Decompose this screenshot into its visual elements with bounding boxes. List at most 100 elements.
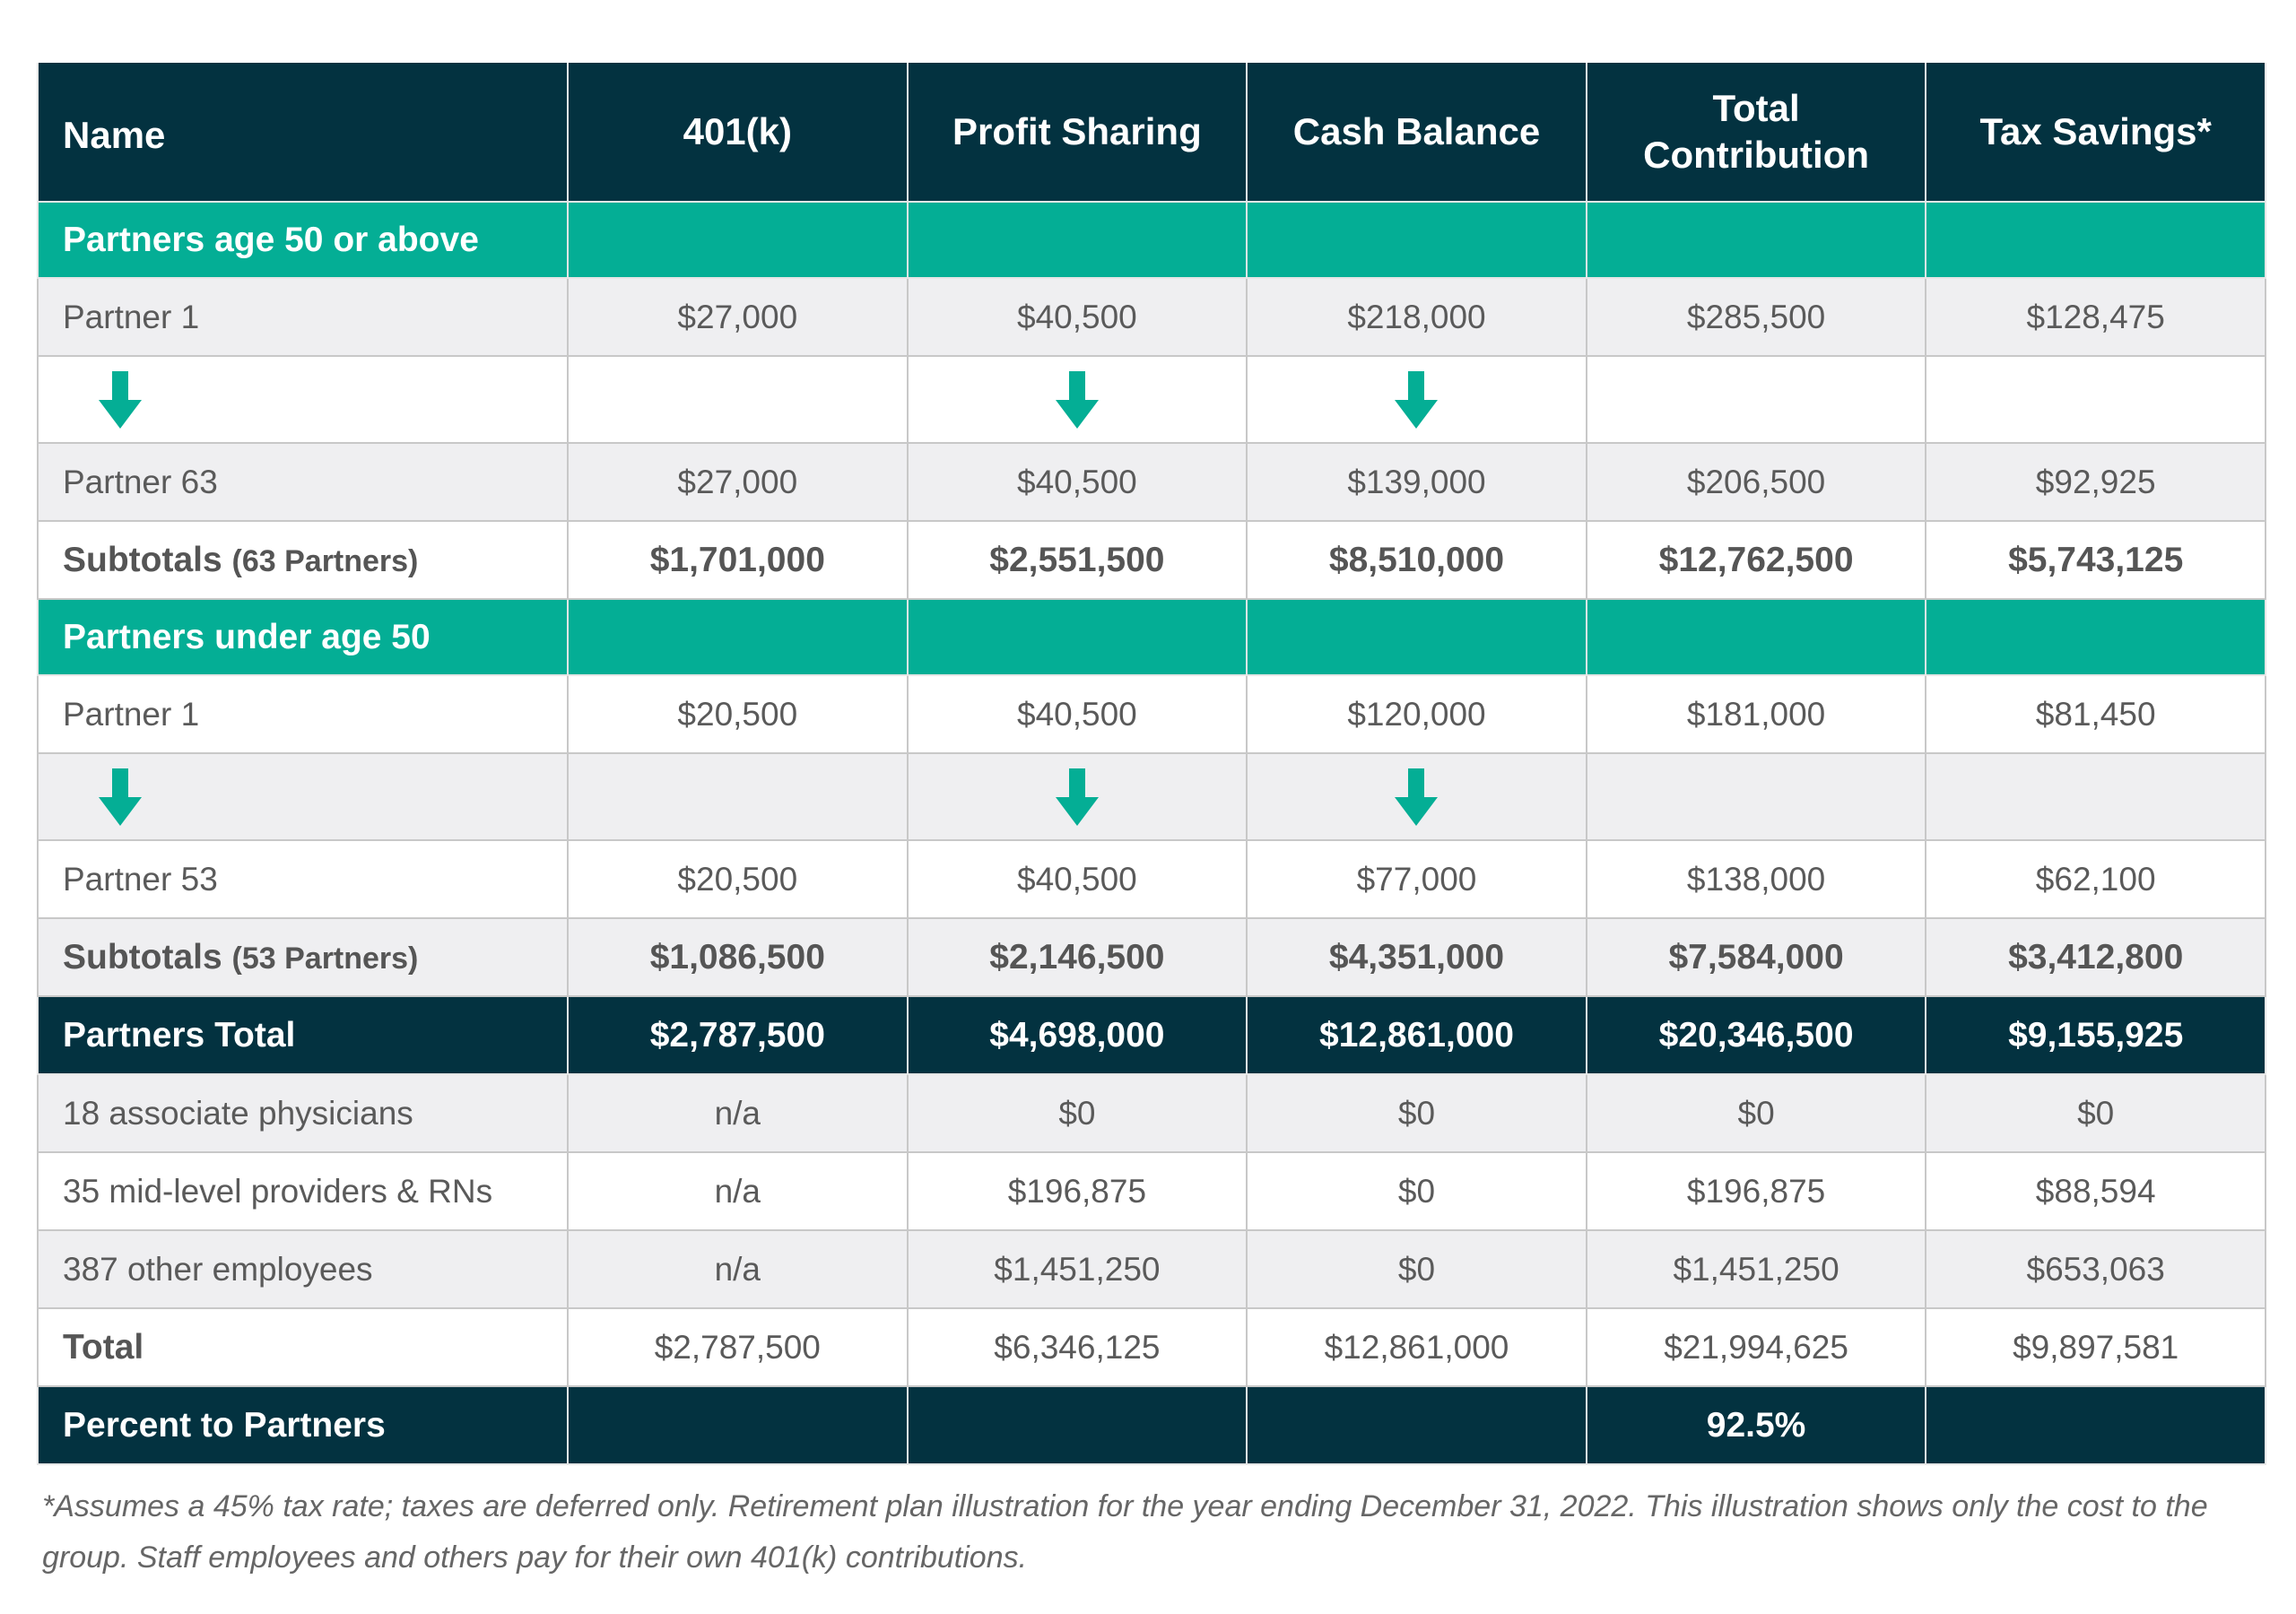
section-cell: [1925, 598, 2266, 676]
subtotal-text: Subtotals: [63, 540, 222, 579]
cell-401k: $20,500: [567, 839, 909, 919]
section-cell: [567, 201, 909, 279]
cell-profit-sharing: $196,875: [906, 1151, 1248, 1231]
table-row: 18 associate physicians n/a $0 $0 $0 $0: [37, 1073, 2266, 1153]
cell-tax-savings: $88,594: [1925, 1151, 2266, 1231]
empty-cell: [567, 1385, 909, 1465]
row-name: Partners Total: [37, 995, 569, 1075]
arrow-cell: [567, 355, 909, 444]
cell-tax-savings: $62,100: [1925, 839, 2266, 919]
arrow-down-icon: [99, 768, 142, 826]
arrow-down-icon: [1055, 768, 1099, 826]
section-title: Partners age 50 or above: [37, 201, 569, 279]
cell-total: $285,500: [1585, 277, 1927, 357]
cell-tax-savings: $0: [1925, 1073, 2266, 1153]
table-row: 387 other employees n/a $1,451,250 $0 $1…: [37, 1229, 2266, 1309]
cell-total: $12,762,500: [1585, 520, 1927, 600]
arrow-row: [37, 752, 2266, 841]
header-cash-balance: Cash Balance: [1246, 63, 1587, 203]
cell-401k: $2,787,500: [567, 1307, 909, 1387]
cell-profit-sharing: $2,146,500: [906, 917, 1248, 997]
cell-total: $7,584,000: [1585, 917, 1927, 997]
table-row: Partner 1 $27,000 $40,500 $218,000 $285,…: [37, 277, 2266, 357]
cell-401k: n/a: [567, 1073, 909, 1153]
header-profit-sharing: Profit Sharing: [906, 63, 1248, 203]
arrow-cell: [1246, 355, 1587, 444]
retirement-plan-table: Name 401(k) Profit Sharing Cash Balance …: [37, 63, 2266, 1465]
section-cell: [1585, 598, 1927, 676]
row-name: Total: [37, 1307, 569, 1387]
header-401k: 401(k): [567, 63, 909, 203]
header-total-line1: Total: [1712, 87, 1800, 129]
cell-total: $181,000: [1585, 674, 1927, 754]
cell-total: $20,346,500: [1585, 995, 1927, 1075]
arrow-cell: [1925, 752, 2266, 841]
arrow-cell: [37, 355, 569, 444]
cell-tax-savings: $128,475: [1925, 277, 2266, 357]
arrow-cell: [1585, 355, 1927, 444]
header-total-contribution: Total Contribution: [1585, 63, 1927, 203]
cell-total: $206,500: [1585, 442, 1927, 522]
cell-total: $138,000: [1585, 839, 1927, 919]
cell-401k: $27,000: [567, 442, 909, 522]
row-name: Partner 1: [37, 674, 569, 754]
arrow-cell: [906, 752, 1248, 841]
arrow-cell: [1246, 752, 1587, 841]
subtotal-row: Subtotals (63 Partners) $1,701,000 $2,55…: [37, 520, 2266, 600]
arrow-cell: [1585, 752, 1927, 841]
cell-tax-savings: $5,743,125: [1925, 520, 2266, 600]
cell-profit-sharing: $0: [906, 1073, 1248, 1153]
arrow-down-icon: [1055, 370, 1099, 429]
cell-cash-balance: $0: [1246, 1229, 1587, 1309]
arrow-cell: [37, 752, 569, 841]
table-header-row: Name 401(k) Profit Sharing Cash Balance …: [37, 63, 2266, 203]
table-row: Partner 1 $20,500 $40,500 $120,000 $181,…: [37, 674, 2266, 754]
section-cell: [1246, 201, 1587, 279]
table-row: Partner 63 $27,000 $40,500 $139,000 $206…: [37, 442, 2266, 522]
cell-tax-savings: $3,412,800: [1925, 917, 2266, 997]
cell-tax-savings: $92,925: [1925, 442, 2266, 522]
percent-to-partners-row: Percent to Partners 92.5%: [37, 1385, 2266, 1465]
subtotal-count: (63 Partners): [231, 543, 419, 578]
section-cell: [1925, 201, 2266, 279]
subtotal-label: Subtotals (53 Partners): [37, 917, 569, 997]
section-cell: [1246, 598, 1587, 676]
cell-tax-savings: $9,897,581: [1925, 1307, 2266, 1387]
cell-cash-balance: $12,861,000: [1246, 995, 1587, 1075]
section-title: Partners under age 50: [37, 598, 569, 676]
partners-total-row: Partners Total $2,787,500 $4,698,000 $12…: [37, 995, 2266, 1075]
cell-profit-sharing: $4,698,000: [906, 995, 1248, 1075]
cell-cash-balance: $120,000: [1246, 674, 1587, 754]
arrow-down-icon: [1395, 370, 1439, 429]
section-cell: [906, 201, 1248, 279]
row-name: Partner 53: [37, 839, 569, 919]
cell-total: $21,994,625: [1585, 1307, 1927, 1387]
cell-cash-balance: $0: [1246, 1151, 1587, 1231]
subtotal-text: Subtotals: [63, 937, 222, 976]
cell-cash-balance: $139,000: [1246, 442, 1587, 522]
section-cell: [567, 598, 909, 676]
empty-cell: [906, 1385, 1248, 1465]
grand-total-row: Total $2,787,500 $6,346,125 $12,861,000 …: [37, 1307, 2266, 1387]
cell-401k: $27,000: [567, 277, 909, 357]
cell-cash-balance: $218,000: [1246, 277, 1587, 357]
row-name: 18 associate physicians: [37, 1073, 569, 1153]
cell-cash-balance: $0: [1246, 1073, 1587, 1153]
arrow-down-icon: [99, 370, 142, 429]
section-cell: [1585, 201, 1927, 279]
cell-profit-sharing: $6,346,125: [906, 1307, 1248, 1387]
row-name: Partner 1: [37, 277, 569, 357]
cell-profit-sharing: $1,451,250: [906, 1229, 1248, 1309]
header-tax-savings: Tax Savings*: [1925, 63, 2266, 203]
empty-cell: [1246, 1385, 1587, 1465]
cell-profit-sharing: $2,551,500: [906, 520, 1248, 600]
cell-cash-balance: $77,000: [1246, 839, 1587, 919]
cell-total: $0: [1585, 1073, 1927, 1153]
cell-profit-sharing: $40,500: [906, 277, 1248, 357]
row-name: 35 mid-level providers & RNs: [37, 1151, 569, 1231]
cell-profit-sharing: $40,500: [906, 674, 1248, 754]
footnote: *Assumes a 45% tax rate; taxes are defer…: [42, 1489, 2208, 1575]
cell-total: $1,451,250: [1585, 1229, 1927, 1309]
cell-401k: n/a: [567, 1229, 909, 1309]
row-name: 387 other employees: [37, 1229, 569, 1309]
